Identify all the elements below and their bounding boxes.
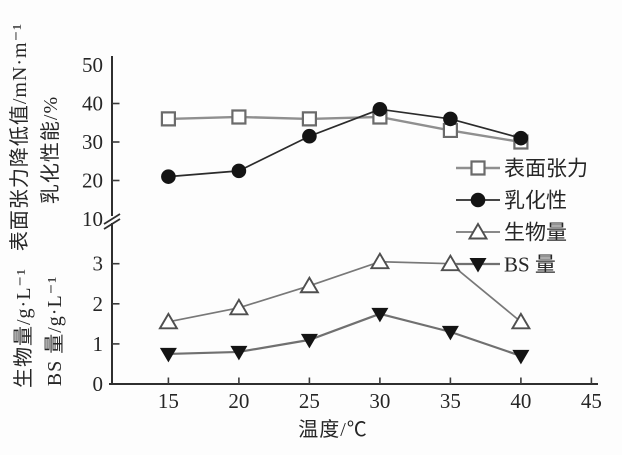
x-tick-label: 40 [510, 389, 531, 413]
filled-triangle-down-marker-icon [159, 347, 177, 363]
series-layer [158, 101, 532, 365]
y-tick-label: 0 [93, 372, 104, 396]
series-line [168, 115, 522, 144]
y-tick-label: 2 [93, 292, 104, 316]
series-line [168, 108, 522, 178]
legend-item: 表面张力 [456, 157, 588, 181]
x-tick-label: 20 [228, 389, 249, 413]
open-triangle-marker-icon [299, 275, 320, 294]
series-filled-circle [161, 101, 529, 184]
open-triangle-marker-icon [467, 222, 489, 240]
filled-triangle-down-marker-icon [230, 345, 248, 361]
x-tick-label: 25 [299, 389, 320, 413]
open-triangle-marker-icon [369, 251, 391, 270]
open-triangle-marker-icon [228, 297, 250, 316]
x-tick-label: 30 [369, 389, 390, 413]
filled-triangle-down-marker-icon [441, 325, 459, 341]
legend-label: 乳化性 [504, 189, 567, 213]
open-square-marker-icon [301, 111, 317, 127]
open-triangle-marker-icon [158, 311, 179, 330]
filled-circle-marker-icon [372, 101, 388, 117]
y-axis-title-bottom-inner: BS 量/g·L⁻¹ [44, 276, 66, 386]
x-tick-label: 35 [440, 389, 461, 413]
filled-triangle-down-marker-icon [300, 333, 318, 349]
series-line [168, 260, 522, 323]
y-tick-label: 3 [93, 252, 104, 276]
series-filled-triangle-down [159, 307, 530, 365]
filled-triangle-down-marker-icon [371, 307, 389, 323]
y-axis-ticks-bottom: 3 2 1 0 [93, 252, 120, 396]
legend-item: 乳化性 [456, 189, 567, 213]
legend-label: 表面张力 [504, 157, 588, 181]
y-axis-title-top-inner: 乳化性能/% [39, 96, 62, 204]
filled-triangle-down-marker-icon [469, 258, 487, 273]
series-open-square [160, 109, 529, 150]
y-tick-label: 10 [82, 207, 103, 231]
open-triangle-marker-icon [510, 311, 532, 330]
x-axis-ticks: 15 20 25 30 35 40 45 [158, 377, 602, 413]
open-square-marker-icon [470, 160, 486, 176]
open-triangle-marker-icon [440, 253, 461, 272]
y-axis-ticks-top: 50 40 30 20 10 [82, 53, 120, 231]
y-axis-title-bottom-outer: 生物量/g·L⁻¹ [12, 268, 35, 388]
y-tick-label: 40 [82, 92, 103, 116]
y-axis [103, 56, 121, 385]
axis-break-icon [103, 213, 121, 230]
legend-label: BS 量 [504, 253, 556, 277]
filled-circle-marker-icon [470, 192, 486, 208]
y-tick-label: 20 [82, 169, 103, 193]
filled-circle-marker-icon [302, 128, 317, 144]
open-square-marker-icon [231, 109, 247, 125]
filled-triangle-down-marker-icon [512, 349, 530, 365]
y-tick-label: 1 [93, 332, 104, 356]
y-tick-label: 50 [82, 53, 103, 77]
legend-label: 生物量 [504, 221, 567, 245]
legend-item: 生物量 [456, 221, 567, 245]
x-axis-title: 温度/℃ [298, 418, 368, 441]
x-tick-label: 45 [581, 389, 602, 413]
filled-circle-marker-icon [513, 130, 529, 146]
filled-circle-marker-icon [231, 163, 247, 179]
legend-item: BS 量 [456, 253, 556, 277]
series-open-triangle-up [158, 251, 532, 330]
y-tick-label: 30 [82, 130, 103, 154]
series-line [168, 312, 522, 357]
x-tick-label: 15 [158, 389, 179, 413]
open-square-marker-icon [160, 111, 176, 127]
y-axis-title-top-outer: 表面张力降低值/mN·m⁻¹ [8, 23, 31, 251]
filled-circle-marker-icon [161, 169, 176, 184]
filled-circle-marker-icon [443, 111, 458, 127]
